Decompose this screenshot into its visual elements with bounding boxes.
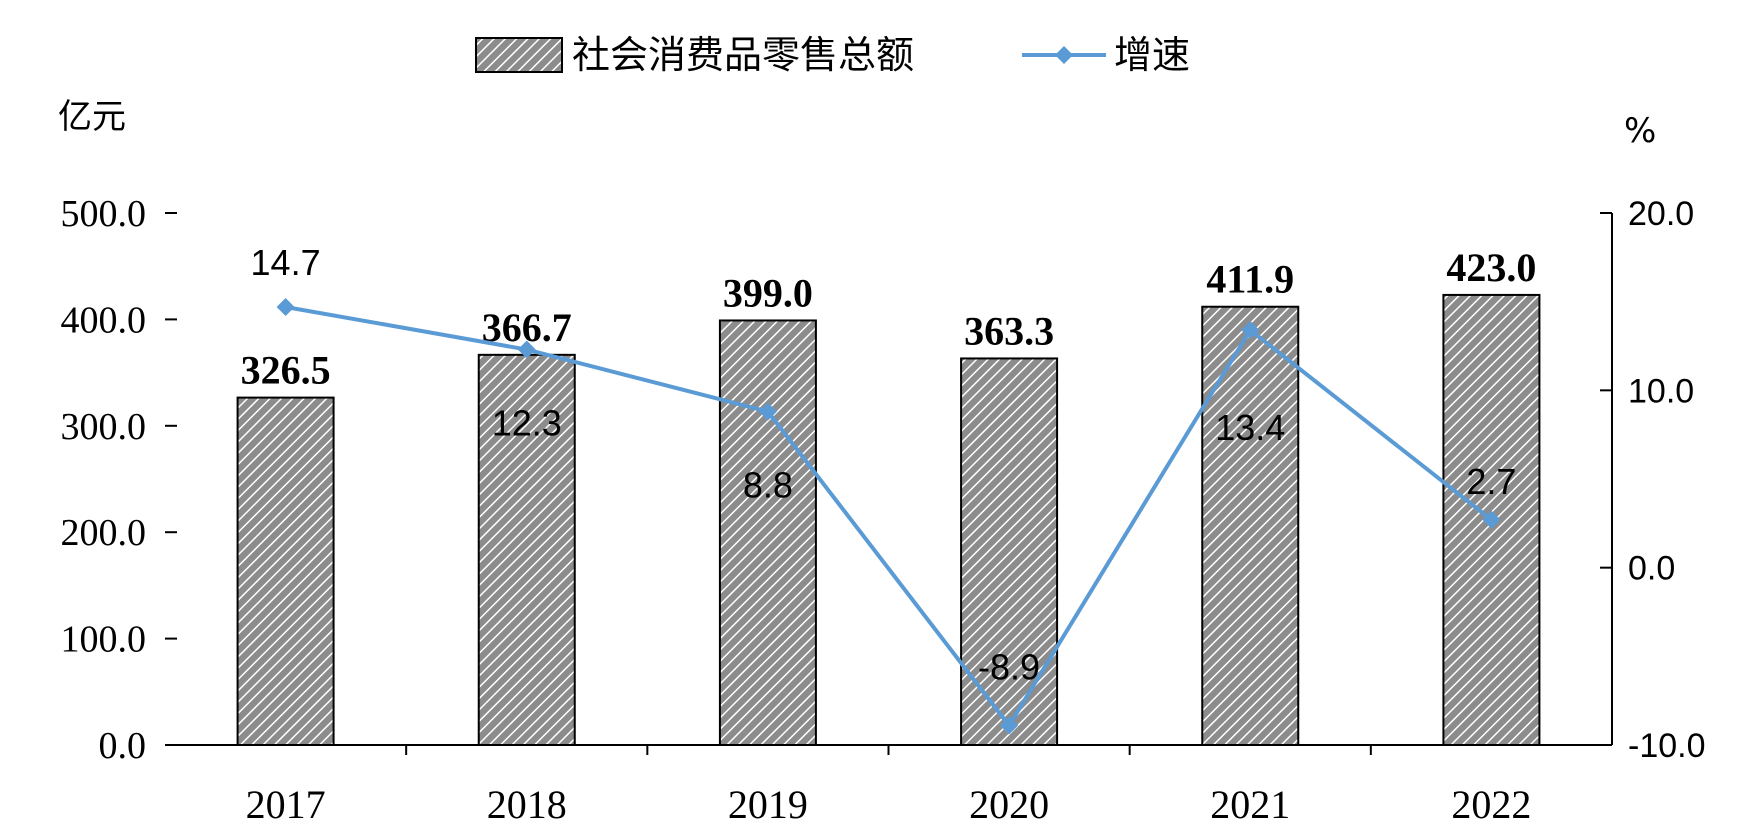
category-label: 2021 xyxy=(1210,782,1290,827)
legend-swatch-bar xyxy=(475,37,563,73)
right-tick-label: 20.0 xyxy=(1628,195,1694,233)
bar-2019 xyxy=(718,319,817,746)
line-value-labels: 14.7 12.3 8.8 -8.9 13.4 2.7 xyxy=(251,242,1517,688)
right-axis-unit: % xyxy=(1624,111,1656,151)
bar-value-label: 423.0 xyxy=(1446,245,1536,290)
category-label: 2022 xyxy=(1451,782,1531,827)
left-tick-label: 400.0 xyxy=(61,299,147,341)
line-series xyxy=(276,297,1501,735)
legend-marker-line xyxy=(1055,46,1073,64)
left-tick-label: 100.0 xyxy=(61,619,147,661)
left-tick-label: 200.0 xyxy=(61,512,147,554)
right-tick-label: 10.0 xyxy=(1628,372,1694,410)
bar-value-label: 411.9 xyxy=(1206,257,1294,302)
growth-point-2021 xyxy=(1241,321,1260,340)
left-axis-unit: 亿元 xyxy=(58,97,126,137)
growth-point-2022 xyxy=(1482,510,1501,529)
left-tick-label: 300.0 xyxy=(61,406,147,448)
bar-series xyxy=(236,293,1541,746)
growth-value-label: 12.3 xyxy=(492,403,562,444)
growth-line xyxy=(285,305,1493,728)
right-tick-label: -10.0 xyxy=(1628,727,1706,765)
bar-2021 xyxy=(1201,305,1300,746)
category-labels: 2017 2018 2019 2020 2021 2022 xyxy=(246,782,1532,827)
growth-value-label: 8.8 xyxy=(743,465,793,506)
left-axis-ticks: 0.0 100.0 200.0 300.0 400.0 500.0 xyxy=(61,193,177,767)
category-label: 2017 xyxy=(246,782,326,827)
bar-value-label: 399.0 xyxy=(723,270,813,315)
right-axis-ticks: -10.0 0.0 10.0 20.0 xyxy=(1600,195,1706,765)
bar-value-label: 326.5 xyxy=(241,348,331,393)
growth-value-label: -8.9 xyxy=(978,646,1040,687)
x-axis-ticks xyxy=(405,745,1372,755)
growth-value-label: 14.7 xyxy=(251,242,321,283)
legend: 社会消费品零售总额 增速 xyxy=(475,33,1190,77)
bar-value-label: 363.3 xyxy=(964,308,1054,353)
right-tick-label: 0.0 xyxy=(1628,550,1675,588)
bar-2017 xyxy=(236,396,335,746)
growth-value-label: 13.4 xyxy=(1215,407,1285,448)
legend-label-bar: 社会消费品零售总额 xyxy=(572,33,914,77)
left-tick-label: 500.0 xyxy=(61,193,147,235)
growth-point-2019 xyxy=(758,402,777,421)
category-label: 2018 xyxy=(487,782,567,827)
legend-label-line: 增速 xyxy=(1114,33,1190,77)
growth-value-label: 2.7 xyxy=(1466,461,1516,502)
growth-point-2020 xyxy=(1000,716,1019,735)
left-tick-label: 0.0 xyxy=(99,725,147,767)
category-label: 2020 xyxy=(969,782,1049,827)
category-label: 2019 xyxy=(728,782,808,827)
growth-point-2018 xyxy=(517,340,536,359)
growth-point-2017 xyxy=(276,297,295,316)
